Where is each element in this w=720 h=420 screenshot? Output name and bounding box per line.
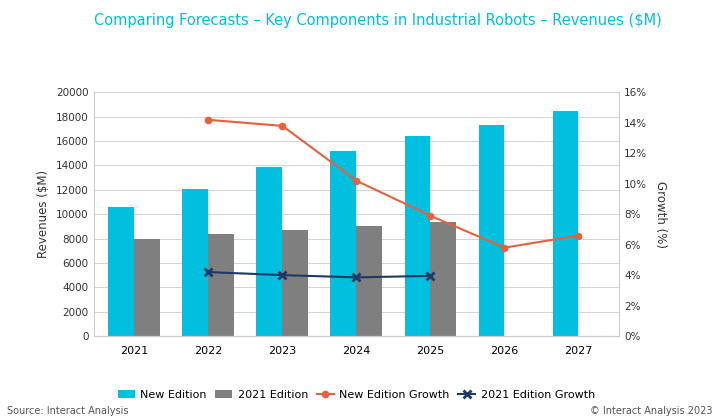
Text: © Interact Analysis 2023: © Interact Analysis 2023 — [590, 406, 713, 416]
Bar — [182, 189, 208, 336]
Y-axis label: Growth (%): Growth (%) — [654, 181, 667, 248]
Bar — [405, 136, 431, 336]
Text: Comparing Forecasts – Key Components in Industrial Robots – Revenues ($M): Comparing Forecasts – Key Components in … — [94, 13, 662, 28]
Bar — [109, 207, 135, 336]
Bar — [208, 234, 234, 336]
Text: Source: Interact Analysis: Source: Interact Analysis — [7, 406, 129, 416]
Bar — [282, 230, 308, 336]
Legend: New Edition, 2021 Edition, New Edition Growth, 2021 Edition Growth: New Edition, 2021 Edition, New Edition G… — [114, 386, 599, 404]
Bar — [330, 151, 356, 336]
Bar — [356, 226, 382, 336]
Bar — [431, 221, 456, 336]
Y-axis label: Revenues ($M): Revenues ($M) — [37, 170, 50, 258]
Bar — [135, 239, 161, 336]
Bar — [552, 110, 578, 336]
Bar — [256, 167, 282, 336]
Bar — [479, 125, 505, 336]
